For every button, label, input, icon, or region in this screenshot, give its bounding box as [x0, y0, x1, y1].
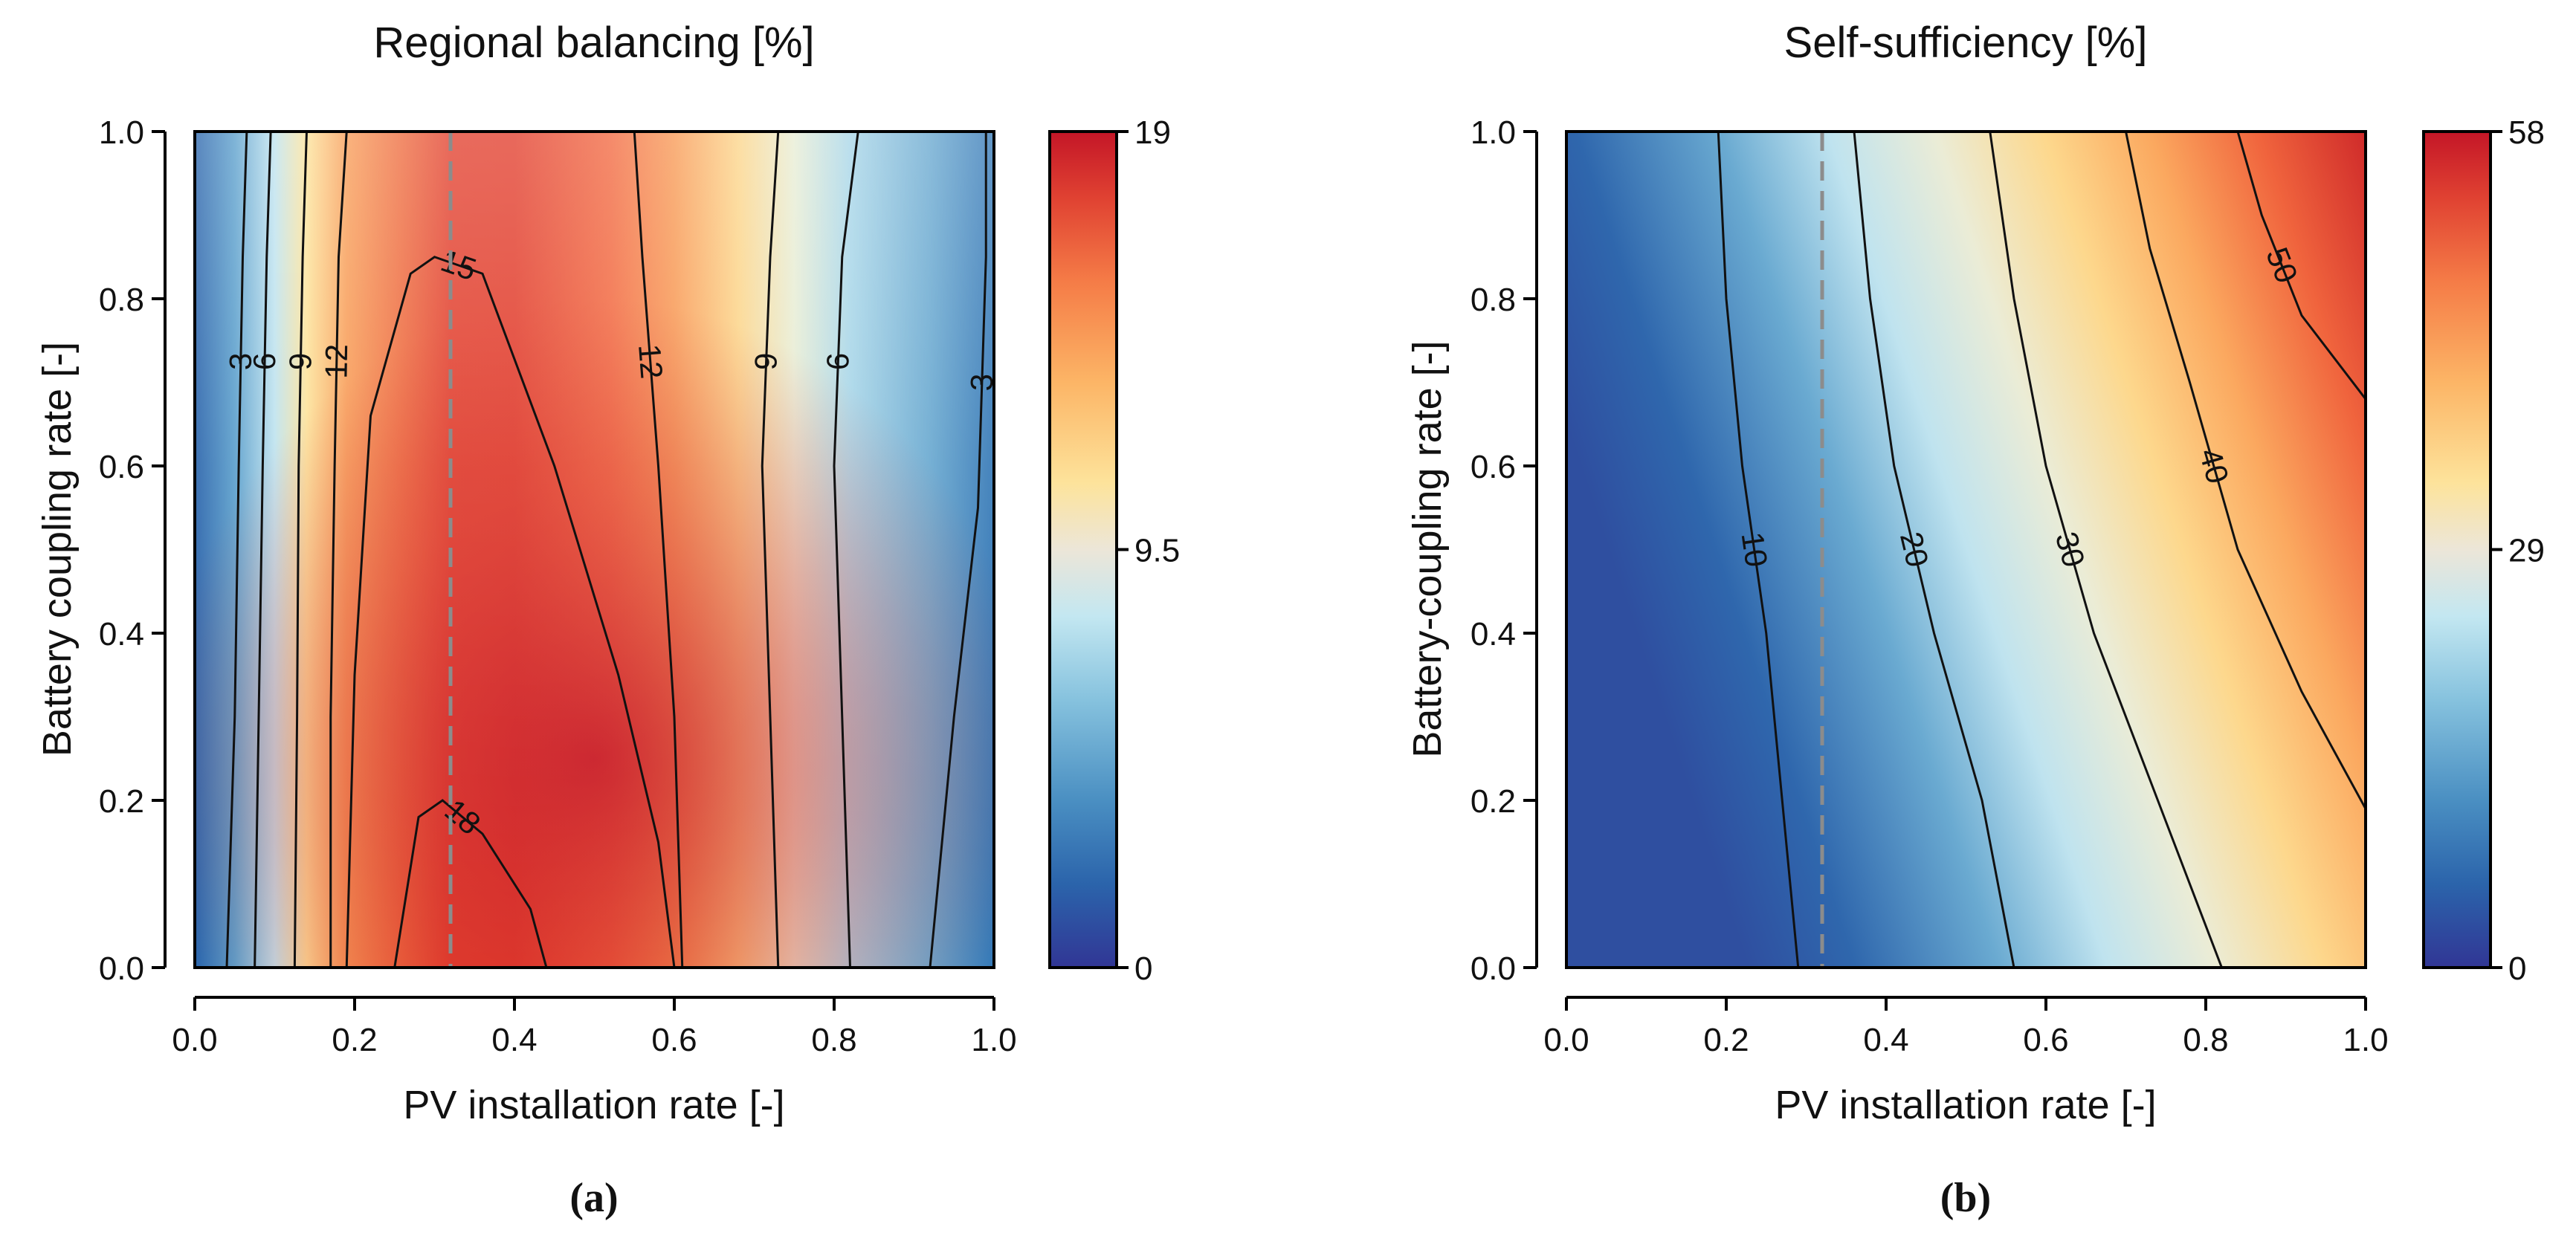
panel-a-contour-12	[633, 132, 684, 968]
panel-a-x-tick-label: 0.8	[811, 1022, 856, 1058]
panel-a-contour-label-9: 9	[283, 352, 317, 370]
panel-a-y-tick-label: 0.6	[99, 449, 144, 485]
panel-a-colorbar-tick-label: 9.5	[1134, 533, 1180, 569]
panel-b-plot-frame	[1565, 130, 2367, 969]
panel-a-contour-label-12: 12	[318, 344, 354, 380]
panel-b-y-tick-label: 0.8	[1471, 282, 1516, 318]
panel-b-colorbar-tick-label: 29	[2508, 533, 2545, 569]
panel-b-title: Self-sufficiency [%]	[1784, 19, 2148, 67]
panel-b-contour-20	[1853, 132, 2015, 968]
panel-a-x-tick-label: 0.0	[172, 1022, 217, 1058]
panel-b-y-tick-label: 0.2	[1471, 783, 1516, 820]
panel-a-contour-label-3: 3	[964, 373, 1000, 392]
panel-b-contour-label-20: 20	[1894, 528, 1936, 570]
panel-a-x-label: PV installation rate [-]	[403, 1083, 784, 1127]
panel-b-x-tick-label: 0.0	[1543, 1022, 1589, 1058]
panel-a-x-tick-label: 1.0	[971, 1022, 1016, 1058]
panel-a-contour-label-12: 12	[632, 343, 669, 380]
panel-a-contour-12	[329, 132, 348, 968]
panel-a-contour-6	[254, 132, 272, 968]
panel-b-y-tick-label: 0.4	[1471, 616, 1516, 652]
panel-b-contour-50	[2236, 132, 2366, 400]
panel-a-x-tick-label: 0.2	[332, 1022, 377, 1058]
panel-a-y-tick-label: 0.4	[99, 616, 144, 652]
panel-a-y-tick-label: 0.8	[99, 282, 144, 318]
panel-b-y-tick-label: 0.0	[1471, 950, 1516, 987]
panel-a-contour-9	[293, 132, 308, 968]
panel-b-contour-30	[1989, 132, 2223, 968]
panel-a-plot-frame	[193, 130, 995, 969]
panel-a-contour-3	[929, 132, 987, 968]
panel-b-contour-label-10: 10	[1735, 530, 1775, 569]
panel-a-x-ticks: 0.0 0.2 0.4 0.6 0.8 1.0	[172, 997, 1017, 1058]
panel-a-colorbar-tick-label: 0	[1134, 950, 1152, 987]
panel-a-contour-label-9: 9	[748, 352, 784, 371]
panel-b-x-tick-label: 1.0	[2343, 1022, 2388, 1058]
panel-b-x-label: PV installation rate [-]	[1775, 1083, 2156, 1127]
panel-b-x-tick-label: 0.6	[2023, 1022, 2068, 1058]
panel-b-y-ticks: 0.0 0.2 0.4 0.6 0.8 1.0	[1471, 114, 1537, 987]
panel-a-x-tick-label: 0.6	[651, 1022, 697, 1058]
panel-a-y-ticks: 0.0 0.2 0.4 0.6 0.8 1.0	[99, 114, 165, 987]
panel-a-contour-label-6: 6	[247, 352, 282, 370]
panel-b-colorbar-ticks: 0 29 58	[2491, 114, 2545, 987]
panel-a-colorbar-ticks: 0 9.5 19	[1117, 114, 1180, 987]
panel-a-contour-label-6: 6	[820, 352, 856, 371]
panel-a-y-label: Battery coupling rate [-]	[35, 342, 80, 757]
panel-b-contour-10	[1717, 132, 1800, 968]
panel-b-heat-field	[1566, 132, 2366, 968]
panel-a-contour-3	[225, 132, 248, 968]
panel-b-y-tick-label: 1.0	[1471, 114, 1516, 151]
panel-b-colorbar-tick-label: 58	[2508, 114, 2545, 151]
panel-a-colorbar-tick-label: 19	[1134, 114, 1171, 151]
panel-b-colorbar-tick-label: 0	[2508, 950, 2526, 987]
panel-a-heat-top-fade	[195, 132, 994, 968]
panel-b-x-tick-label: 0.4	[1863, 1022, 1908, 1058]
panel-b-colorbar	[2422, 130, 2492, 969]
panel-b-y-label: Battery-coupling rate [-]	[1405, 340, 1450, 757]
panel-a-y-tick-label: 1.0	[99, 114, 144, 151]
panel-b-y-tick-label: 0.6	[1471, 449, 1516, 485]
panel-a-x-tick-label: 0.4	[491, 1022, 537, 1058]
panel-a-contour-18	[393, 799, 548, 968]
panel-a-y-tick-label: 0.0	[99, 950, 144, 987]
panel-b-caption: (b)	[1940, 1175, 1992, 1221]
panel-a-colorbar	[1048, 130, 1118, 969]
panel-a-caption: (a)	[569, 1175, 619, 1221]
panel-a-contour-6	[833, 132, 859, 968]
panel-b-x-tick-label: 0.2	[1703, 1022, 1749, 1058]
panel-a-contour-label-3: 3	[223, 352, 258, 370]
panel-b-x-tick-label: 0.8	[2183, 1022, 2228, 1058]
panel-a-contour-9	[761, 132, 780, 968]
panel-a-y-tick-label: 0.2	[99, 783, 144, 820]
panel-a-title: Regional balancing [%]	[373, 19, 814, 67]
panel-a-contour-15	[345, 256, 676, 968]
panel-b-x-ticks: 0.0 0.2 0.4 0.6 0.8 1.0	[1543, 997, 2389, 1058]
panel-b-contour-40	[2125, 132, 2366, 809]
